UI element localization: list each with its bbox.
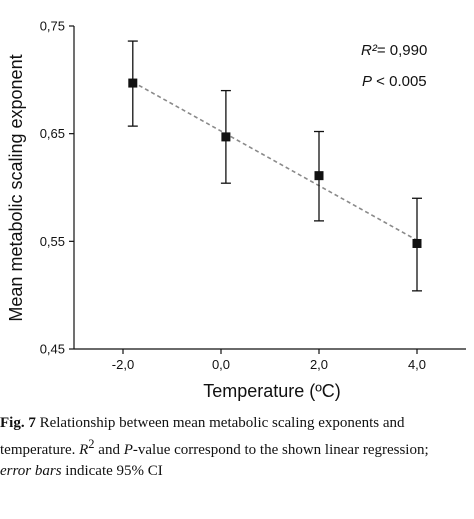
- caption-text-2b: and: [94, 442, 124, 458]
- p-value-value: < 0.005: [372, 73, 427, 90]
- caption-line-1: Fig. 7 Relationship between mean metabol…: [0, 413, 474, 434]
- x-tick-label: 4,0: [408, 357, 426, 372]
- y-axis-title: Mean metabolic scaling exponent: [6, 54, 26, 321]
- x-axis: -2,0 0,0 2,0 4,0: [74, 348, 466, 372]
- caption-text-1: Relationship between mean metabolic scal…: [35, 415, 405, 431]
- data-point: [221, 132, 231, 142]
- caption-sup: 2: [88, 437, 95, 451]
- p-value-annotation: P < 0.005: [362, 73, 427, 90]
- caption-text-3: indicate 95% CI: [61, 463, 163, 479]
- r-squared-value: = 0,990: [377, 42, 427, 59]
- data-point: [314, 171, 324, 181]
- caption-r: R: [79, 442, 89, 458]
- data-point: [412, 238, 422, 248]
- caption-line-3: error bars indicate 95% CI: [0, 461, 474, 482]
- r-squared-label: R²: [361, 42, 378, 59]
- r-squared-annotation: R²= 0,990: [361, 42, 427, 59]
- y-axis: 0,45 0,55 0,65 0,75: [40, 19, 75, 357]
- y-tick-label: 0,65: [40, 126, 65, 141]
- x-tick-label: 2,0: [310, 357, 328, 372]
- y-tick-label: 0,55: [40, 234, 65, 249]
- regression-line: [132, 81, 418, 241]
- chart: 0,45 0,55 0,65 0,75 -2,0 0,0 2,0 4,0 Mean meta…: [6, 19, 466, 401]
- caption-error-bars: error bars: [0, 463, 62, 479]
- figure-caption: Fig. 7 Relationship between mean metabol…: [0, 413, 474, 482]
- y-tick-label: 0,45: [40, 342, 65, 357]
- p-value-label: P: [362, 73, 372, 90]
- caption-text-2a: temperature.: [0, 442, 80, 458]
- caption-p: P: [123, 442, 133, 458]
- figure-label: Fig. 7: [0, 415, 36, 431]
- x-tick-label: -2,0: [112, 357, 134, 372]
- caption-line-2: temperature. R2 and P-value correspond t…: [0, 434, 474, 461]
- data-point: [128, 78, 138, 88]
- x-tick-label: 0,0: [212, 357, 230, 372]
- y-tick-label: 0,75: [40, 19, 65, 34]
- x-axis-title: Temperature (ºC): [203, 381, 341, 401]
- caption-text-2c: -value correspond to the shown linear re…: [132, 442, 429, 458]
